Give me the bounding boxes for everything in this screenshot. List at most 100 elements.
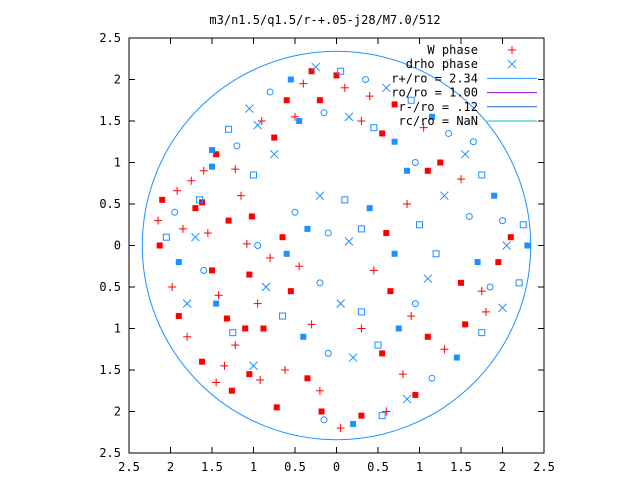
x-tick-label-8: 1.5 bbox=[450, 460, 472, 474]
y-tick-label-10: 2.5 bbox=[99, 446, 121, 460]
data-point-0-73 bbox=[279, 234, 286, 241]
data-point-1-46 bbox=[474, 259, 481, 266]
data-point-1-23 bbox=[411, 159, 419, 166]
data-point-1-8 bbox=[381, 83, 391, 93]
data-point-1-41 bbox=[374, 341, 382, 349]
y-tick-label-4: 0.5 bbox=[99, 197, 121, 211]
data-point-0-33 bbox=[271, 134, 278, 141]
x-tick-label-3: 1 bbox=[250, 460, 257, 474]
data-point-1-68 bbox=[440, 191, 449, 201]
data-point-0-63 bbox=[412, 391, 419, 398]
data-point-0-76 bbox=[307, 320, 316, 329]
data-point-1-78 bbox=[404, 167, 411, 174]
x-tick-label-4: 0.5 bbox=[284, 460, 306, 474]
data-point-1-6 bbox=[209, 147, 215, 154]
data-point-1-54 bbox=[350, 420, 357, 427]
data-point-0-30 bbox=[231, 165, 240, 174]
data-point-1-4 bbox=[244, 104, 254, 113]
data-point-1-17 bbox=[519, 221, 527, 229]
data-point-1-29 bbox=[357, 225, 365, 233]
data-point-0-21 bbox=[248, 213, 255, 220]
data-point-1-66 bbox=[524, 242, 531, 249]
data-point-1-31 bbox=[291, 208, 299, 216]
data-point-0-25 bbox=[260, 325, 267, 332]
data-point-1-3 bbox=[266, 88, 274, 96]
data-point-0-56 bbox=[440, 345, 449, 354]
data-point-0-19 bbox=[273, 404, 280, 411]
y-tick-label-1: 2 bbox=[114, 73, 121, 87]
data-point-1-20 bbox=[344, 112, 354, 122]
data-point-0-28 bbox=[315, 386, 324, 395]
data-point-0-12 bbox=[203, 229, 212, 238]
legend-label-5: rc/ro = NaN bbox=[399, 114, 478, 128]
plot-circles bbox=[141, 50, 532, 441]
data-point-1-15 bbox=[499, 217, 506, 225]
data-point-0-32 bbox=[199, 166, 208, 175]
data-point-1-10 bbox=[428, 113, 435, 120]
data-point-0-64 bbox=[382, 407, 391, 416]
legend-label-0: W phase bbox=[427, 43, 478, 57]
data-point-1-36 bbox=[261, 282, 271, 292]
data-point-0-42 bbox=[299, 79, 308, 88]
data-point-1-75 bbox=[171, 208, 179, 216]
data-point-0-72 bbox=[266, 253, 275, 262]
data-point-1-39 bbox=[324, 349, 332, 357]
data-point-0-35 bbox=[316, 97, 323, 104]
series-0 bbox=[154, 68, 514, 433]
data-point-0-36 bbox=[340, 83, 349, 92]
data-point-0-52 bbox=[369, 266, 378, 275]
data-point-0-1 bbox=[159, 196, 166, 203]
data-point-1-50 bbox=[453, 354, 460, 361]
data-point-0-3 bbox=[156, 242, 163, 249]
data-point-0-13 bbox=[209, 267, 215, 274]
data-point-1-77 bbox=[162, 233, 170, 241]
data-point-0-24 bbox=[253, 299, 262, 308]
data-point-0-71 bbox=[242, 325, 249, 332]
data-point-1-40 bbox=[348, 353, 358, 362]
x-tick-label-9: 2 bbox=[499, 460, 506, 474]
data-point-1-22 bbox=[391, 138, 398, 145]
data-point-0-45 bbox=[391, 101, 398, 108]
data-point-0-77 bbox=[192, 205, 199, 212]
data-point-1-61 bbox=[196, 196, 204, 204]
series-1 bbox=[162, 62, 531, 427]
data-point-1-47 bbox=[486, 283, 494, 291]
data-point-1-34 bbox=[366, 205, 373, 212]
data-point-1-0 bbox=[311, 62, 321, 72]
data-point-1-1 bbox=[337, 67, 345, 75]
data-point-0-40 bbox=[257, 117, 266, 125]
data-point-0-7 bbox=[199, 358, 206, 365]
data-point-0-15 bbox=[223, 315, 230, 322]
data-point-1-73 bbox=[357, 308, 365, 316]
x-tick-label-2: 1.5 bbox=[201, 460, 223, 474]
data-point-0-9 bbox=[228, 387, 235, 394]
data-point-0-29 bbox=[318, 408, 325, 415]
data-point-1-14 bbox=[491, 192, 498, 199]
data-point-0-70 bbox=[220, 361, 229, 370]
data-point-1-79 bbox=[469, 138, 477, 146]
data-point-1-25 bbox=[250, 171, 257, 179]
data-point-0-43 bbox=[333, 72, 340, 79]
legend-label-4: r-/ro = .12 bbox=[399, 100, 478, 114]
data-point-0-62 bbox=[398, 370, 407, 379]
data-point-0-51 bbox=[383, 230, 390, 237]
data-point-0-8 bbox=[212, 378, 221, 387]
y-tick-label-5: 0 bbox=[114, 239, 121, 253]
data-point-0-78 bbox=[178, 224, 187, 233]
data-point-1-37 bbox=[279, 312, 287, 320]
data-point-1-9 bbox=[407, 96, 415, 104]
data-point-0-53 bbox=[387, 288, 394, 295]
plot-points bbox=[154, 62, 531, 433]
data-point-1-11 bbox=[445, 129, 453, 137]
data-point-1-60 bbox=[191, 232, 200, 242]
data-point-0-48 bbox=[457, 175, 465, 184]
x-tick-label-7: 1 bbox=[416, 460, 423, 474]
data-point-0-67 bbox=[458, 279, 464, 286]
data-point-0-27 bbox=[304, 375, 311, 382]
data-point-1-35 bbox=[254, 242, 262, 249]
data-point-0-79 bbox=[225, 217, 232, 224]
data-point-1-62 bbox=[209, 163, 215, 170]
data-point-1-43 bbox=[411, 300, 419, 308]
data-point-1-32 bbox=[315, 191, 325, 201]
data-point-1-58 bbox=[213, 300, 220, 307]
